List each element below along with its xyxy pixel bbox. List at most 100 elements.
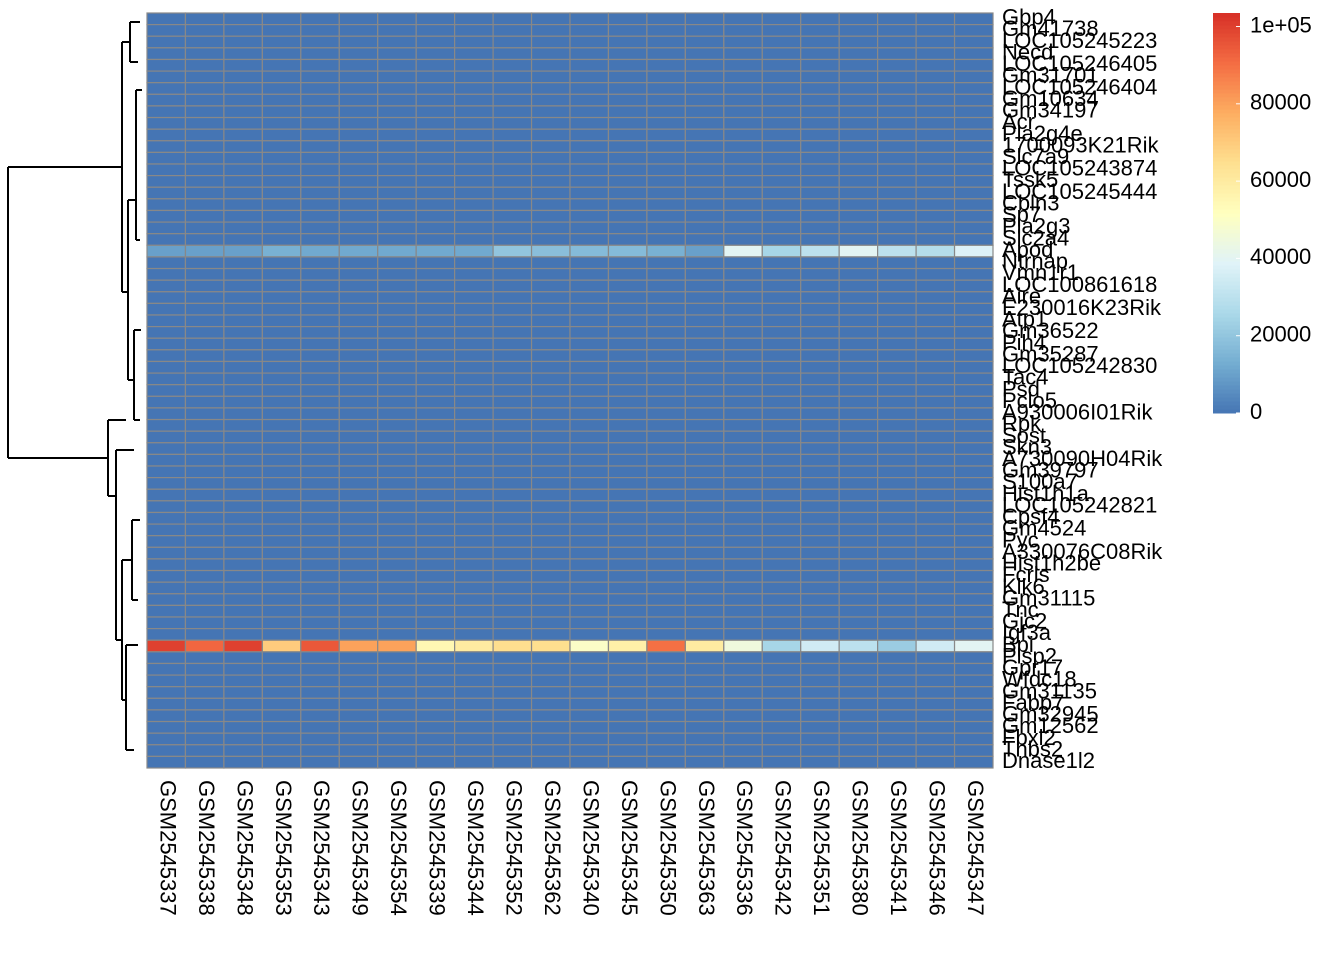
heatmap-cell: [569, 326, 610, 339]
heatmap-cell: [223, 477, 263, 490]
column-label: GSM2545349: [348, 780, 373, 916]
heatmap-cell: [261, 407, 302, 421]
heatmap-cell: [223, 267, 263, 281]
heatmap-cell: [953, 175, 994, 188]
heatmap-cell: [146, 163, 187, 177]
heatmap-cell: [915, 500, 956, 514]
heatmap-cell: [492, 697, 533, 711]
heatmap-cell: [607, 291, 648, 304]
heatmap-cell: [953, 24, 994, 37]
heatmap-cell: [877, 140, 917, 153]
heatmap-cell: [684, 477, 725, 490]
heatmap-cell: [569, 384, 610, 397]
heatmap-cell: [492, 186, 533, 200]
colorbar-segment: [1213, 181, 1240, 186]
heatmap-cell: [454, 442, 494, 455]
heatmap-cell: [569, 244, 610, 258]
heatmap-cell: [915, 70, 956, 84]
heatmap-cell: [223, 418, 263, 432]
heatmap-cell: [377, 302, 417, 316]
heatmap-cell: [761, 186, 802, 200]
heatmap-cell: [338, 604, 379, 618]
heatmap-cell: [454, 128, 494, 142]
colorbar-segment: [1213, 373, 1240, 378]
heatmap-cell: [800, 558, 840, 572]
column-label: GSM2545346: [925, 780, 950, 916]
heatmap-cell: [146, 581, 187, 595]
row-label: Fcrls: [1002, 562, 1050, 587]
heatmap-cell: [646, 639, 686, 653]
heatmap-cell: [953, 128, 994, 142]
heatmap-cell: [953, 186, 994, 200]
row-label: E230016K23Rik: [1002, 295, 1162, 320]
heatmap-cell: [915, 209, 956, 223]
heatmap-cell: [800, 12, 840, 26]
heatmap-cell: [223, 430, 263, 444]
heatmap-cell: [761, 755, 802, 769]
row-label: Gm34197: [1002, 98, 1099, 123]
heatmap-cell: [877, 511, 917, 525]
heatmap-cell: [723, 453, 763, 467]
heatmap-cell: [723, 140, 763, 153]
heatmap-cell: [646, 604, 686, 618]
heatmap-cell: [146, 198, 187, 212]
heatmap-cell: [569, 70, 610, 84]
heatmap-cell: [377, 221, 417, 235]
heatmap-cell: [684, 744, 725, 757]
heatmap-cell: [454, 384, 494, 397]
heatmap-cell: [877, 233, 917, 246]
heatmap-cell: [184, 535, 225, 548]
heatmap-cell: [915, 128, 956, 142]
heatmap-cell: [838, 256, 879, 270]
heatmap-cell: [800, 105, 840, 119]
heatmap-cell: [877, 593, 917, 606]
heatmap-cell: [838, 47, 879, 61]
colorbar-segment: [1213, 129, 1240, 134]
heatmap-cell: [877, 267, 917, 281]
heatmap-cell: [569, 581, 610, 595]
heatmap-cell: [684, 163, 725, 177]
heatmap-cell: [338, 616, 379, 630]
heatmap-cell: [415, 82, 456, 95]
heatmap-cell: [492, 535, 533, 548]
heatmap-cell: [415, 186, 456, 200]
heatmap-cell: [300, 128, 340, 142]
heatmap-cell: [569, 523, 610, 537]
colorbar-segment: [1213, 361, 1240, 366]
heatmap-cell: [415, 488, 456, 502]
colorbar-segment: [1213, 201, 1240, 206]
heatmap-cell: [338, 105, 379, 119]
heatmap-cell: [761, 58, 802, 72]
heatmap-cell: [723, 47, 763, 61]
heatmap-cell: [454, 535, 494, 548]
heatmap-cell: [569, 651, 610, 665]
colorbar-segment: [1213, 325, 1240, 330]
heatmap-cell: [377, 82, 417, 95]
heatmap-cell: [184, 233, 225, 246]
heatmap-cell: [684, 267, 725, 281]
heatmap-cell: [530, 82, 571, 95]
heatmap-cell: [953, 349, 994, 363]
heatmap-cell: [646, 720, 686, 734]
heatmap-cell: [953, 372, 994, 386]
heatmap-cell: [261, 70, 302, 84]
heatmap-cell: [607, 628, 648, 641]
heatmap-cell: [300, 535, 340, 548]
heatmap-cell: [646, 302, 686, 316]
heatmap-cell: [607, 616, 648, 630]
heatmap-cell: [146, 302, 187, 316]
heatmap-cell: [454, 558, 494, 572]
heatmap-cell: [800, 395, 840, 409]
heatmap-cell: [877, 430, 917, 444]
heatmap-cell: [684, 186, 725, 200]
colorbar-segment: [1213, 29, 1240, 34]
heatmap-cell: [415, 372, 456, 386]
heatmap-cell: [800, 233, 840, 246]
column-label: GSM2545351: [809, 780, 834, 916]
heatmap-cell: [915, 24, 956, 37]
colorbar-segment: [1213, 305, 1240, 310]
heatmap-cell: [800, 186, 840, 200]
heatmap-cell: [915, 349, 956, 363]
heatmap-cell: [607, 442, 648, 455]
heatmap-cell: [800, 744, 840, 757]
